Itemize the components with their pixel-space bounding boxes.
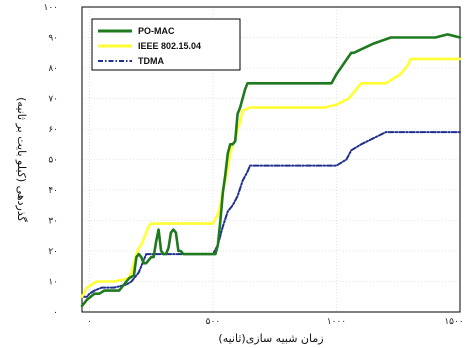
y-axis-label: گذردهی (کیلو بایت بر ثانیه) bbox=[15, 97, 28, 223]
series-line-tdma bbox=[81, 131, 461, 298]
x-axis-ticks: ۰ ۵۰۰ ۱۰۰۰ ۱۵۰۰ bbox=[87, 317, 464, 327]
y-axis-ticks: ۰ ۱۰ ۲۰ ۳۰ ۴۰ ۵۰ ۶۰ ۷۰ ۸۰ ۹۰ ۱۰۰ bbox=[43, 3, 58, 318]
legend-entry-label: PO-MAC bbox=[138, 26, 175, 36]
series-layer bbox=[80, 33, 462, 308]
y-tick-label: ۶۰ bbox=[48, 125, 58, 135]
y-tick-label: ۵۰ bbox=[48, 156, 58, 166]
legend-entry-label: IEEE 802.15.04 bbox=[138, 41, 201, 51]
y-tick-label: ۱۰ bbox=[48, 278, 58, 288]
y-tick-label: ۴۰ bbox=[48, 186, 58, 196]
y-tick-label: ۹۰ bbox=[48, 34, 58, 44]
y-tick-label: ۷۰ bbox=[48, 95, 58, 105]
legend-entry-label: TDMA bbox=[138, 56, 164, 66]
legend: PO-MAC IEEE 802.15.04 TDMA bbox=[91, 18, 241, 71]
y-tick-label: ۳۰ bbox=[48, 217, 58, 227]
x-tick-label: ۰ bbox=[87, 317, 92, 327]
grid-lines bbox=[82, 7, 460, 312]
x-tick-label: ۱۵۰۰ bbox=[444, 317, 463, 327]
x-axis-label: زمان شبیه سازی(ثانیه) bbox=[218, 332, 323, 345]
series-line-ieee-802-15-04 bbox=[80, 57, 462, 299]
plot-area-frame bbox=[81, 6, 461, 313]
y-tick-label: ۰ bbox=[53, 308, 58, 318]
y-tick-label: ۸۰ bbox=[48, 64, 58, 74]
x-tick-label: ۵۰۰ bbox=[206, 317, 221, 327]
y-tick-label: ۱۰۰ bbox=[43, 3, 58, 13]
y-tick-label: ۲۰ bbox=[48, 247, 58, 257]
series-line-po-mac bbox=[80, 33, 462, 308]
x-tick-label: ۱۰۰۰ bbox=[327, 317, 346, 327]
